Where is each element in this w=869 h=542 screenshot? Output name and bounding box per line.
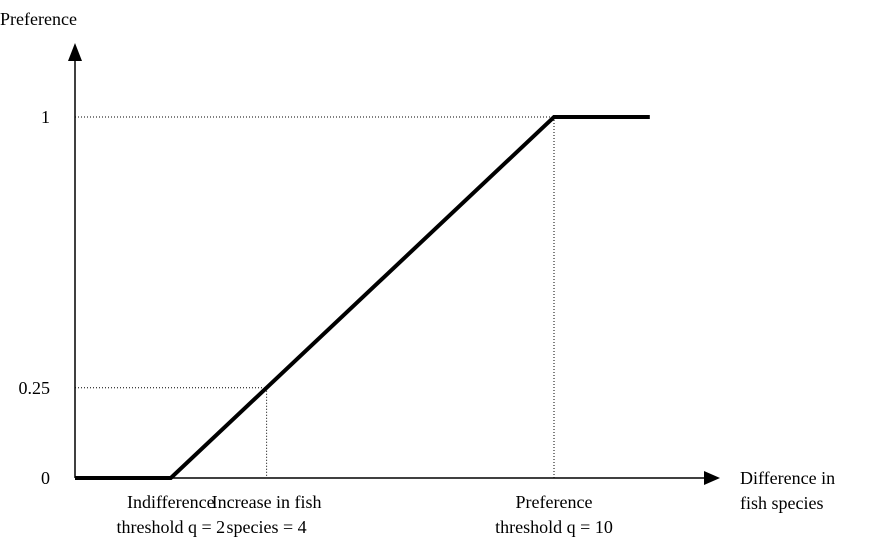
x-axis-arrowhead (704, 471, 720, 485)
x-axis-label-line: Difference in (740, 468, 835, 488)
y-tick-label: 0.25 (19, 378, 51, 398)
y-tick-label: 0 (41, 468, 50, 488)
x-annotation-label: threshold q = 2 (116, 517, 225, 537)
x-axis-label: Difference in fish species (740, 468, 835, 513)
x-annotation-label: Increase in fish (212, 492, 322, 512)
y-axis-arrowhead (68, 43, 82, 61)
x-annotation-label: Indifference (127, 492, 215, 512)
x-annotation-label: species = 4 (227, 517, 307, 537)
y-tick-labels: 0 0.25 1 (19, 107, 51, 488)
x-annotation-label: Preference (516, 492, 593, 512)
y-axis-label: Preference (0, 9, 77, 29)
preference-line (75, 115, 650, 480)
x-axis-label-line: fish species (740, 493, 823, 513)
x-annotations: Indifference threshold q = 2 Increase in f… (116, 492, 612, 537)
x-annotation-label: threshold q = 10 (495, 517, 613, 537)
guide-lines (75, 116, 555, 478)
y-tick-label: 1 (41, 107, 50, 127)
